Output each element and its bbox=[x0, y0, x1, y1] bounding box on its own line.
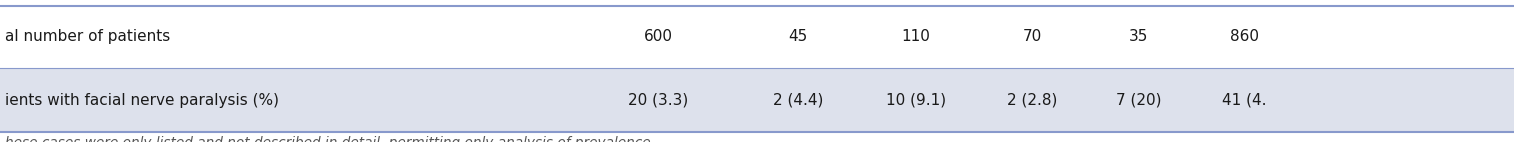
Text: 20 (3.3): 20 (3.3) bbox=[628, 93, 689, 108]
Text: 35: 35 bbox=[1129, 29, 1148, 44]
Text: 2 (4.4): 2 (4.4) bbox=[772, 93, 824, 108]
Text: ients with facial nerve paralysis (%): ients with facial nerve paralysis (%) bbox=[5, 93, 279, 108]
Bar bbox=[0, 68, 1514, 132]
Text: 10 (9.1): 10 (9.1) bbox=[886, 93, 946, 108]
Text: 110: 110 bbox=[901, 29, 931, 44]
Text: 600: 600 bbox=[643, 29, 674, 44]
Text: 45: 45 bbox=[789, 29, 807, 44]
Text: 7 (20): 7 (20) bbox=[1116, 93, 1161, 108]
Text: al number of patients: al number of patients bbox=[5, 29, 170, 44]
Text: 2 (2.8): 2 (2.8) bbox=[1007, 93, 1058, 108]
Text: 860: 860 bbox=[1229, 29, 1260, 44]
Text: 41 (4.: 41 (4. bbox=[1222, 93, 1267, 108]
Text: hese cases were only listed and not described in detail, permitting only analysi: hese cases were only listed and not desc… bbox=[5, 136, 654, 142]
Bar bbox=[0, 6, 1514, 68]
Text: 70: 70 bbox=[1023, 29, 1042, 44]
